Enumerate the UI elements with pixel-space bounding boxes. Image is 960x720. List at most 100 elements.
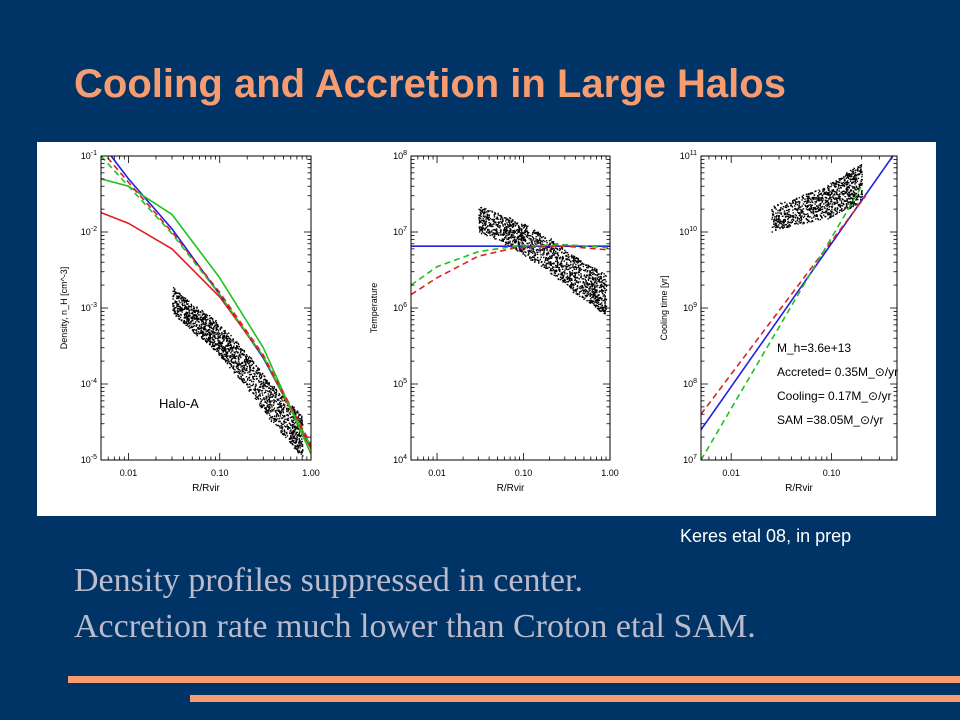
scatter-point [212, 338, 214, 340]
scatter-point [182, 300, 184, 302]
scatter-point [194, 314, 196, 317]
scatter-point [545, 256, 547, 259]
scatter-point [551, 241, 553, 243]
scatter-point [236, 345, 238, 347]
scatter-point [532, 259, 534, 261]
scatter-point [585, 286, 588, 288]
scatter-point [601, 285, 604, 287]
scatter-point [281, 408, 283, 410]
scatter-point [580, 275, 582, 277]
scatter-point [234, 356, 236, 358]
scatter-point [273, 401, 275, 404]
scatter-point [589, 286, 592, 288]
scatter-point [593, 269, 595, 271]
scatter-point [287, 413, 289, 416]
scatter-point [492, 236, 495, 238]
scatter-point [593, 298, 595, 300]
scatter-point [550, 263, 552, 266]
scatter-point [212, 331, 215, 333]
scatter-point [174, 293, 177, 295]
scatter-point [287, 410, 289, 412]
scatter-point [281, 398, 283, 400]
scatter-point [859, 182, 862, 184]
scatter-point [798, 214, 800, 217]
scatter-point [601, 291, 603, 294]
scatter-point [506, 222, 508, 224]
scatter-point [216, 347, 218, 350]
scatter-point [810, 211, 812, 213]
scatter-point [826, 212, 828, 214]
scatter-point [268, 407, 270, 409]
scatter-point [776, 224, 778, 227]
scatter-point [258, 394, 260, 397]
scatter-point [573, 255, 575, 257]
scatter-point [261, 406, 264, 408]
scatter-point [594, 270, 596, 272]
scatter-point [838, 190, 840, 192]
scatter-point [289, 416, 292, 419]
scatter-point [810, 198, 812, 201]
scatter-point [272, 417, 275, 420]
scatter-point [551, 267, 554, 270]
scatter-point [254, 375, 256, 377]
scatter-point [282, 423, 284, 425]
scatter-point [523, 232, 526, 234]
scatter-point [286, 419, 289, 421]
scatter-point [572, 256, 575, 258]
scatter-point [813, 215, 816, 217]
scatter-point [860, 196, 862, 199]
scatter-point [848, 193, 850, 195]
scatter-point [848, 187, 850, 189]
scatter-point [555, 247, 557, 249]
scatter-point [514, 230, 516, 233]
scatter-point [239, 351, 242, 354]
scatter-point [576, 257, 578, 260]
scatter-point [841, 205, 844, 207]
scatter-point [266, 385, 269, 388]
scatter-point [193, 314, 195, 316]
scatter-point [582, 282, 584, 284]
scatter-point [855, 177, 858, 179]
scatter-point [579, 267, 581, 269]
scatter-point [861, 171, 863, 173]
scatter-point [514, 240, 516, 242]
scatter-point [299, 435, 301, 437]
scatter-point [603, 287, 606, 289]
scatter-point [785, 213, 787, 216]
scatter-point [807, 200, 809, 202]
scatter-point [563, 281, 565, 283]
scatter-point [233, 342, 236, 345]
scatter-point [856, 203, 858, 205]
scatter-point [250, 379, 252, 381]
scatter-point [495, 231, 497, 233]
scatter-point [485, 226, 488, 229]
scatter-point [222, 333, 224, 335]
scatter-point [247, 386, 249, 388]
scatter-point [178, 308, 180, 310]
scatter-point [555, 275, 557, 277]
scatter-point [283, 429, 286, 431]
x-tick-label: 1.00 [302, 468, 320, 478]
scatter-point [556, 243, 559, 245]
scatter-point [505, 230, 507, 232]
scatter-point [226, 356, 228, 359]
scatter-point [519, 238, 521, 240]
scatter-point [173, 305, 175, 307]
scatter-point [247, 358, 250, 360]
y-tick-label: 104 [393, 454, 407, 465]
scatter-point [572, 257, 575, 259]
scatter-point [546, 259, 548, 261]
y-tick-label: 10-4 [81, 378, 97, 389]
scatter-point [229, 355, 231, 357]
scatter-point [248, 376, 250, 379]
scatter-point [836, 197, 838, 199]
scatter-point [567, 256, 570, 258]
scatter-point [281, 396, 283, 398]
scatter-point [790, 219, 793, 221]
scatter-point [243, 378, 245, 380]
scatter-point [275, 391, 278, 394]
scatter-point [287, 417, 289, 420]
scatter-point [294, 435, 296, 437]
scatter-point [823, 203, 825, 205]
scatter-point [204, 314, 206, 316]
